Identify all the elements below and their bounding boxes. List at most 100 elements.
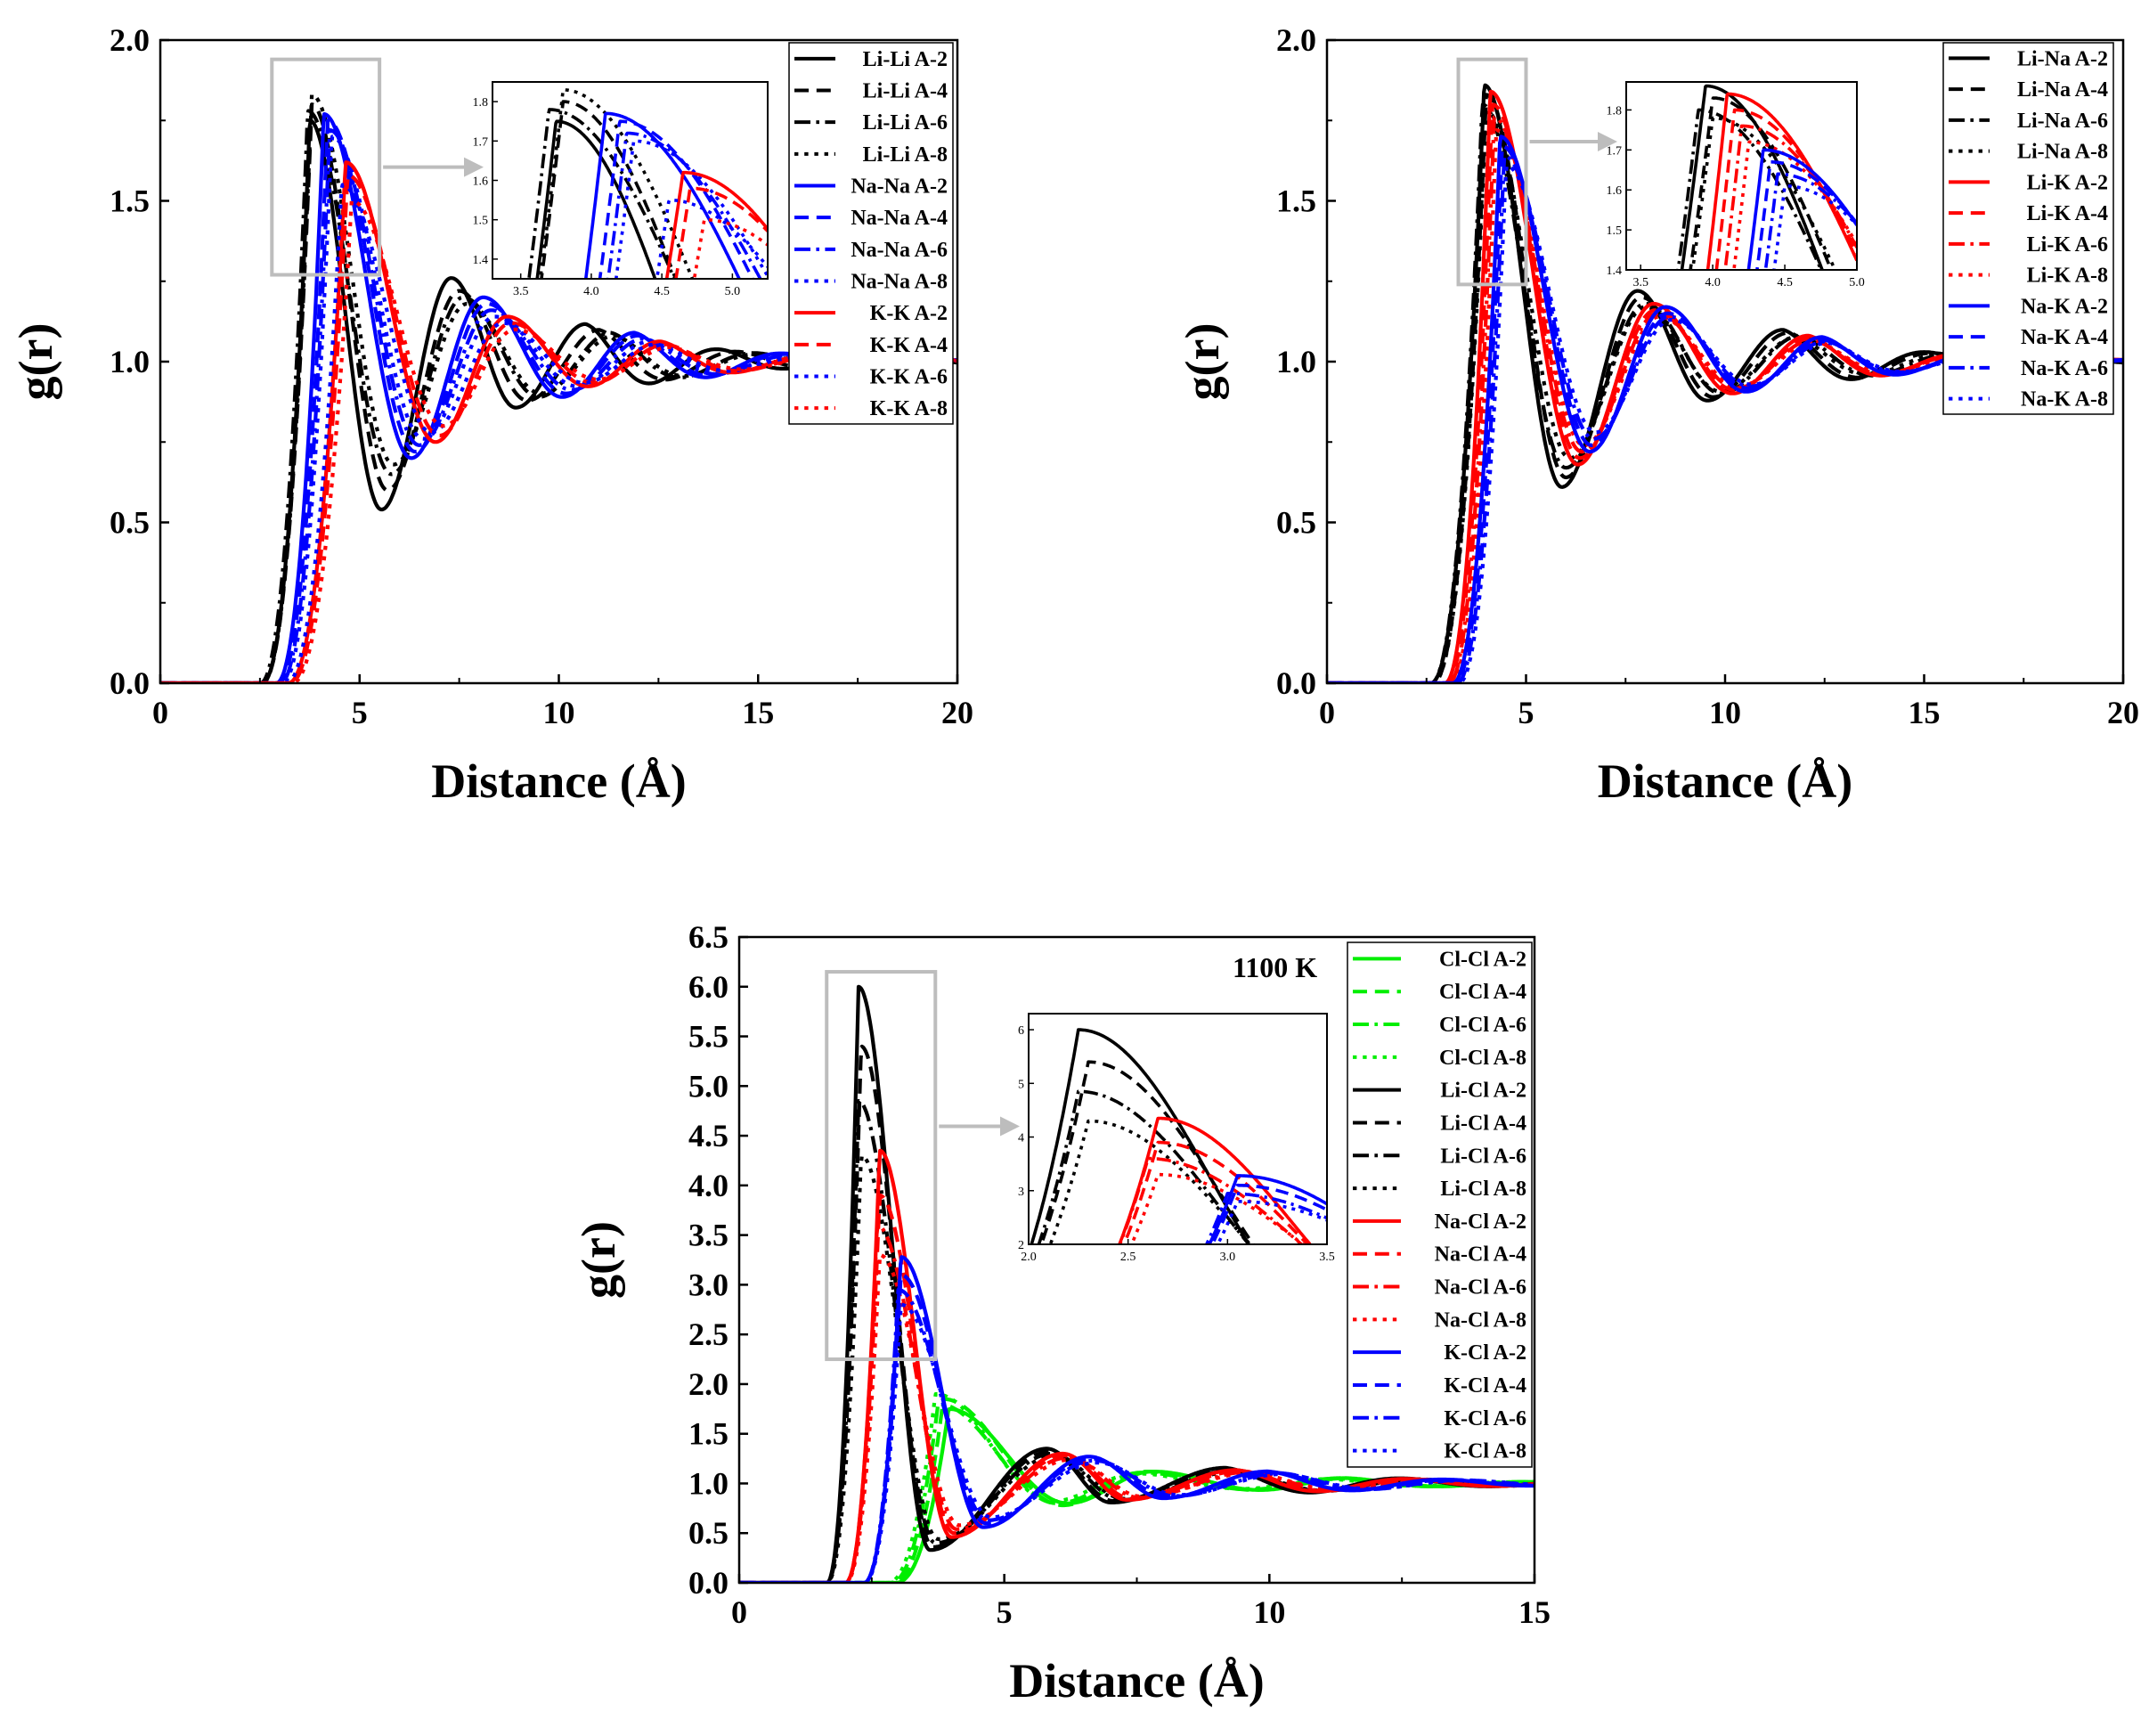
inset-x-tick-label: 2.0	[1021, 1251, 1037, 1264]
legend-label: K-K A-2	[870, 302, 948, 325]
y-tick-label: 1.0	[110, 344, 150, 379]
legend: Cl-Cl A-2 Cl-Cl A-4 Cl-Cl A-6 Cl-Cl A-8 Li-C…	[1347, 941, 1533, 1468]
inset-line-li-k-a-4	[1714, 108, 1857, 270]
x-axis-title: Distance (Å)	[431, 754, 686, 808]
series-line-cl-cl-a-6	[739, 1402, 1534, 1583]
inset-y-tick-label: 1.8	[1607, 104, 1623, 118]
legend-label: Cl-Cl A-4	[1439, 981, 1526, 1004]
inset-x-tick-label: 2.5	[1120, 1251, 1136, 1264]
y-tick-label: 5.0	[688, 1068, 729, 1104]
zoom-region-box	[825, 970, 938, 1362]
y-tick-label: 2.0	[688, 1366, 729, 1402]
x-tick-label: 15	[1909, 695, 1941, 730]
inset-plot: 3.5 4.0 4.5 5.0 1.4 1.5 1.6 1.7 1.8	[1607, 81, 1865, 289]
legend-label: K-K A-8	[870, 397, 948, 420]
inset-x-tick-label: 4.0	[1705, 276, 1721, 289]
legend-label: Li-Na A-8	[2017, 141, 2108, 164]
legend-box	[1347, 941, 1533, 1468]
y-axis-title: g(r)	[572, 1221, 625, 1299]
inset-y-tick-label: 6	[1018, 1024, 1024, 1038]
inset-line-cl-cl-a-6	[1029, 1305, 1327, 1352]
x-axis-title: Distance (Å)	[1598, 754, 1852, 808]
inset-line-k-cl-a-4	[1210, 1183, 1327, 1244]
legend-label: K-Cl A-4	[1444, 1374, 1526, 1398]
inset-line-na-k-a-8	[1772, 183, 1857, 270]
inset-line-k-cl-a-6	[1204, 1192, 1327, 1244]
temperature-annotation: 1100 K	[1233, 951, 1317, 983]
zoom-region-box	[1456, 57, 1528, 287]
y-tick-label: 5.5	[688, 1019, 729, 1055]
legend-label: Na-Cl A-6	[1435, 1276, 1526, 1300]
inset-y-tick-label: 4	[1018, 1132, 1024, 1145]
inset-line-cl-cl-a-2	[1029, 1326, 1327, 1351]
y-tick-label: 6.5	[688, 919, 729, 955]
inset-x-tick-label: 4.5	[1777, 276, 1793, 289]
legend-label: Na-Na A-2	[851, 175, 948, 199]
inset-x-tick-label: 3.5	[1319, 1251, 1335, 1264]
legend-label: Na-Cl A-8	[1435, 1308, 1526, 1332]
legend-label: Na-Cl A-2	[1435, 1210, 1526, 1234]
legend-label: Li-Li A-8	[863, 143, 948, 167]
zoom-region-box	[270, 57, 382, 277]
inset-line-na-na-a-8	[614, 139, 768, 279]
x-axis-title: Distance (Å)	[1009, 1654, 1264, 1707]
legend-label: K-K A-4	[870, 334, 948, 357]
inset-line-li-cl-a-6	[1037, 1089, 1251, 1244]
x-tick-label: 15	[1518, 1594, 1551, 1630]
series-line-li-li-a-8	[160, 93, 957, 683]
inset-series-group	[1676, 84, 1857, 270]
inset-line-na-cl-a-4	[1122, 1140, 1310, 1244]
legend-label: Li-Na A-4	[2017, 78, 2108, 102]
inset-line-na-cl-a-8	[1129, 1172, 1306, 1244]
inset-line-li-na-a-4	[1689, 96, 1833, 270]
y-tick-label: 0.0	[688, 1565, 729, 1601]
legend-label: Li-Na A-6	[2017, 110, 2108, 133]
series-line-na-cl-a-8	[739, 1252, 1534, 1583]
x-tick-label: 0	[1319, 695, 1335, 730]
legend-label: K-K A-6	[870, 366, 948, 389]
legend-label: Na-K A-4	[2021, 326, 2108, 349]
legend-box	[1942, 42, 2114, 415]
y-tick-label: 1.5	[1276, 183, 1316, 219]
y-tick-label: 4.0	[688, 1168, 729, 1203]
inset-series-group	[527, 88, 768, 279]
inset-y-tick-label: 1.6	[473, 175, 489, 189]
series-line-k-k-a-8	[160, 199, 957, 683]
x-tick-label: 20	[941, 695, 973, 730]
inset-y-tick-label: 3	[1018, 1186, 1024, 1199]
inset-line-na-k-a-2	[1746, 148, 1857, 270]
legend-label: Li-K A-4	[2027, 202, 2108, 225]
inset-y-tick-label: 5	[1018, 1078, 1024, 1091]
y-tick-label: 0.5	[688, 1515, 729, 1551]
inset-y-tick-label: 1.8	[473, 96, 489, 110]
legend-label: Cl-Cl A-2	[1439, 948, 1526, 971]
inset-x-tick-label: 3.5	[513, 285, 529, 298]
y-tick-label: 0.0	[1276, 665, 1316, 701]
y-tick-label: 6.0	[688, 969, 729, 1005]
legend-label: Cl-Cl A-8	[1439, 1047, 1526, 1070]
x-tick-label: 15	[742, 695, 774, 730]
inset-line-na-na-a-6	[606, 131, 762, 279]
legend: Li-Li A-2 Li-Li A-4 Li-Li A-6 Li-Li A-8 Na-N…	[788, 42, 954, 425]
legend-label: Li-Cl A-6	[1440, 1145, 1526, 1168]
panel-a: 0 5 10 15 20 0.0 0.5 1.0 1.5 2.0 Distance (Å) g(r) 3…	[9, 22, 973, 808]
legend-label: Li-Li A-2	[863, 48, 948, 71]
legend-label: Li-Li A-6	[863, 111, 948, 134]
y-tick-label: 1.5	[110, 183, 150, 219]
x-tick-label: 0	[731, 1594, 747, 1630]
y-tick-label: 4.5	[688, 1118, 729, 1153]
inset-line-na-cl-a-6	[1118, 1156, 1305, 1244]
x-tick-label: 20	[2107, 695, 2139, 730]
legend-label: Li-Cl A-4	[1440, 1112, 1526, 1135]
x-tick-label: 10	[1253, 1594, 1285, 1630]
legend-label: Li-Cl A-8	[1440, 1178, 1526, 1201]
x-tick-label: 10	[543, 695, 575, 730]
legend-label: Li-Na A-2	[2017, 47, 2108, 70]
legend-label: Na-K A-6	[2021, 357, 2108, 380]
y-tick-label: 1.0	[688, 1465, 729, 1501]
legend-label: Na-K A-8	[2021, 388, 2108, 412]
x-tick-label: 5	[997, 1594, 1013, 1630]
legend-label: Na-Na A-6	[851, 239, 948, 262]
inset-line-cl-cl-a-8	[1029, 1293, 1327, 1352]
inset-line-li-li-a-2	[535, 119, 657, 279]
